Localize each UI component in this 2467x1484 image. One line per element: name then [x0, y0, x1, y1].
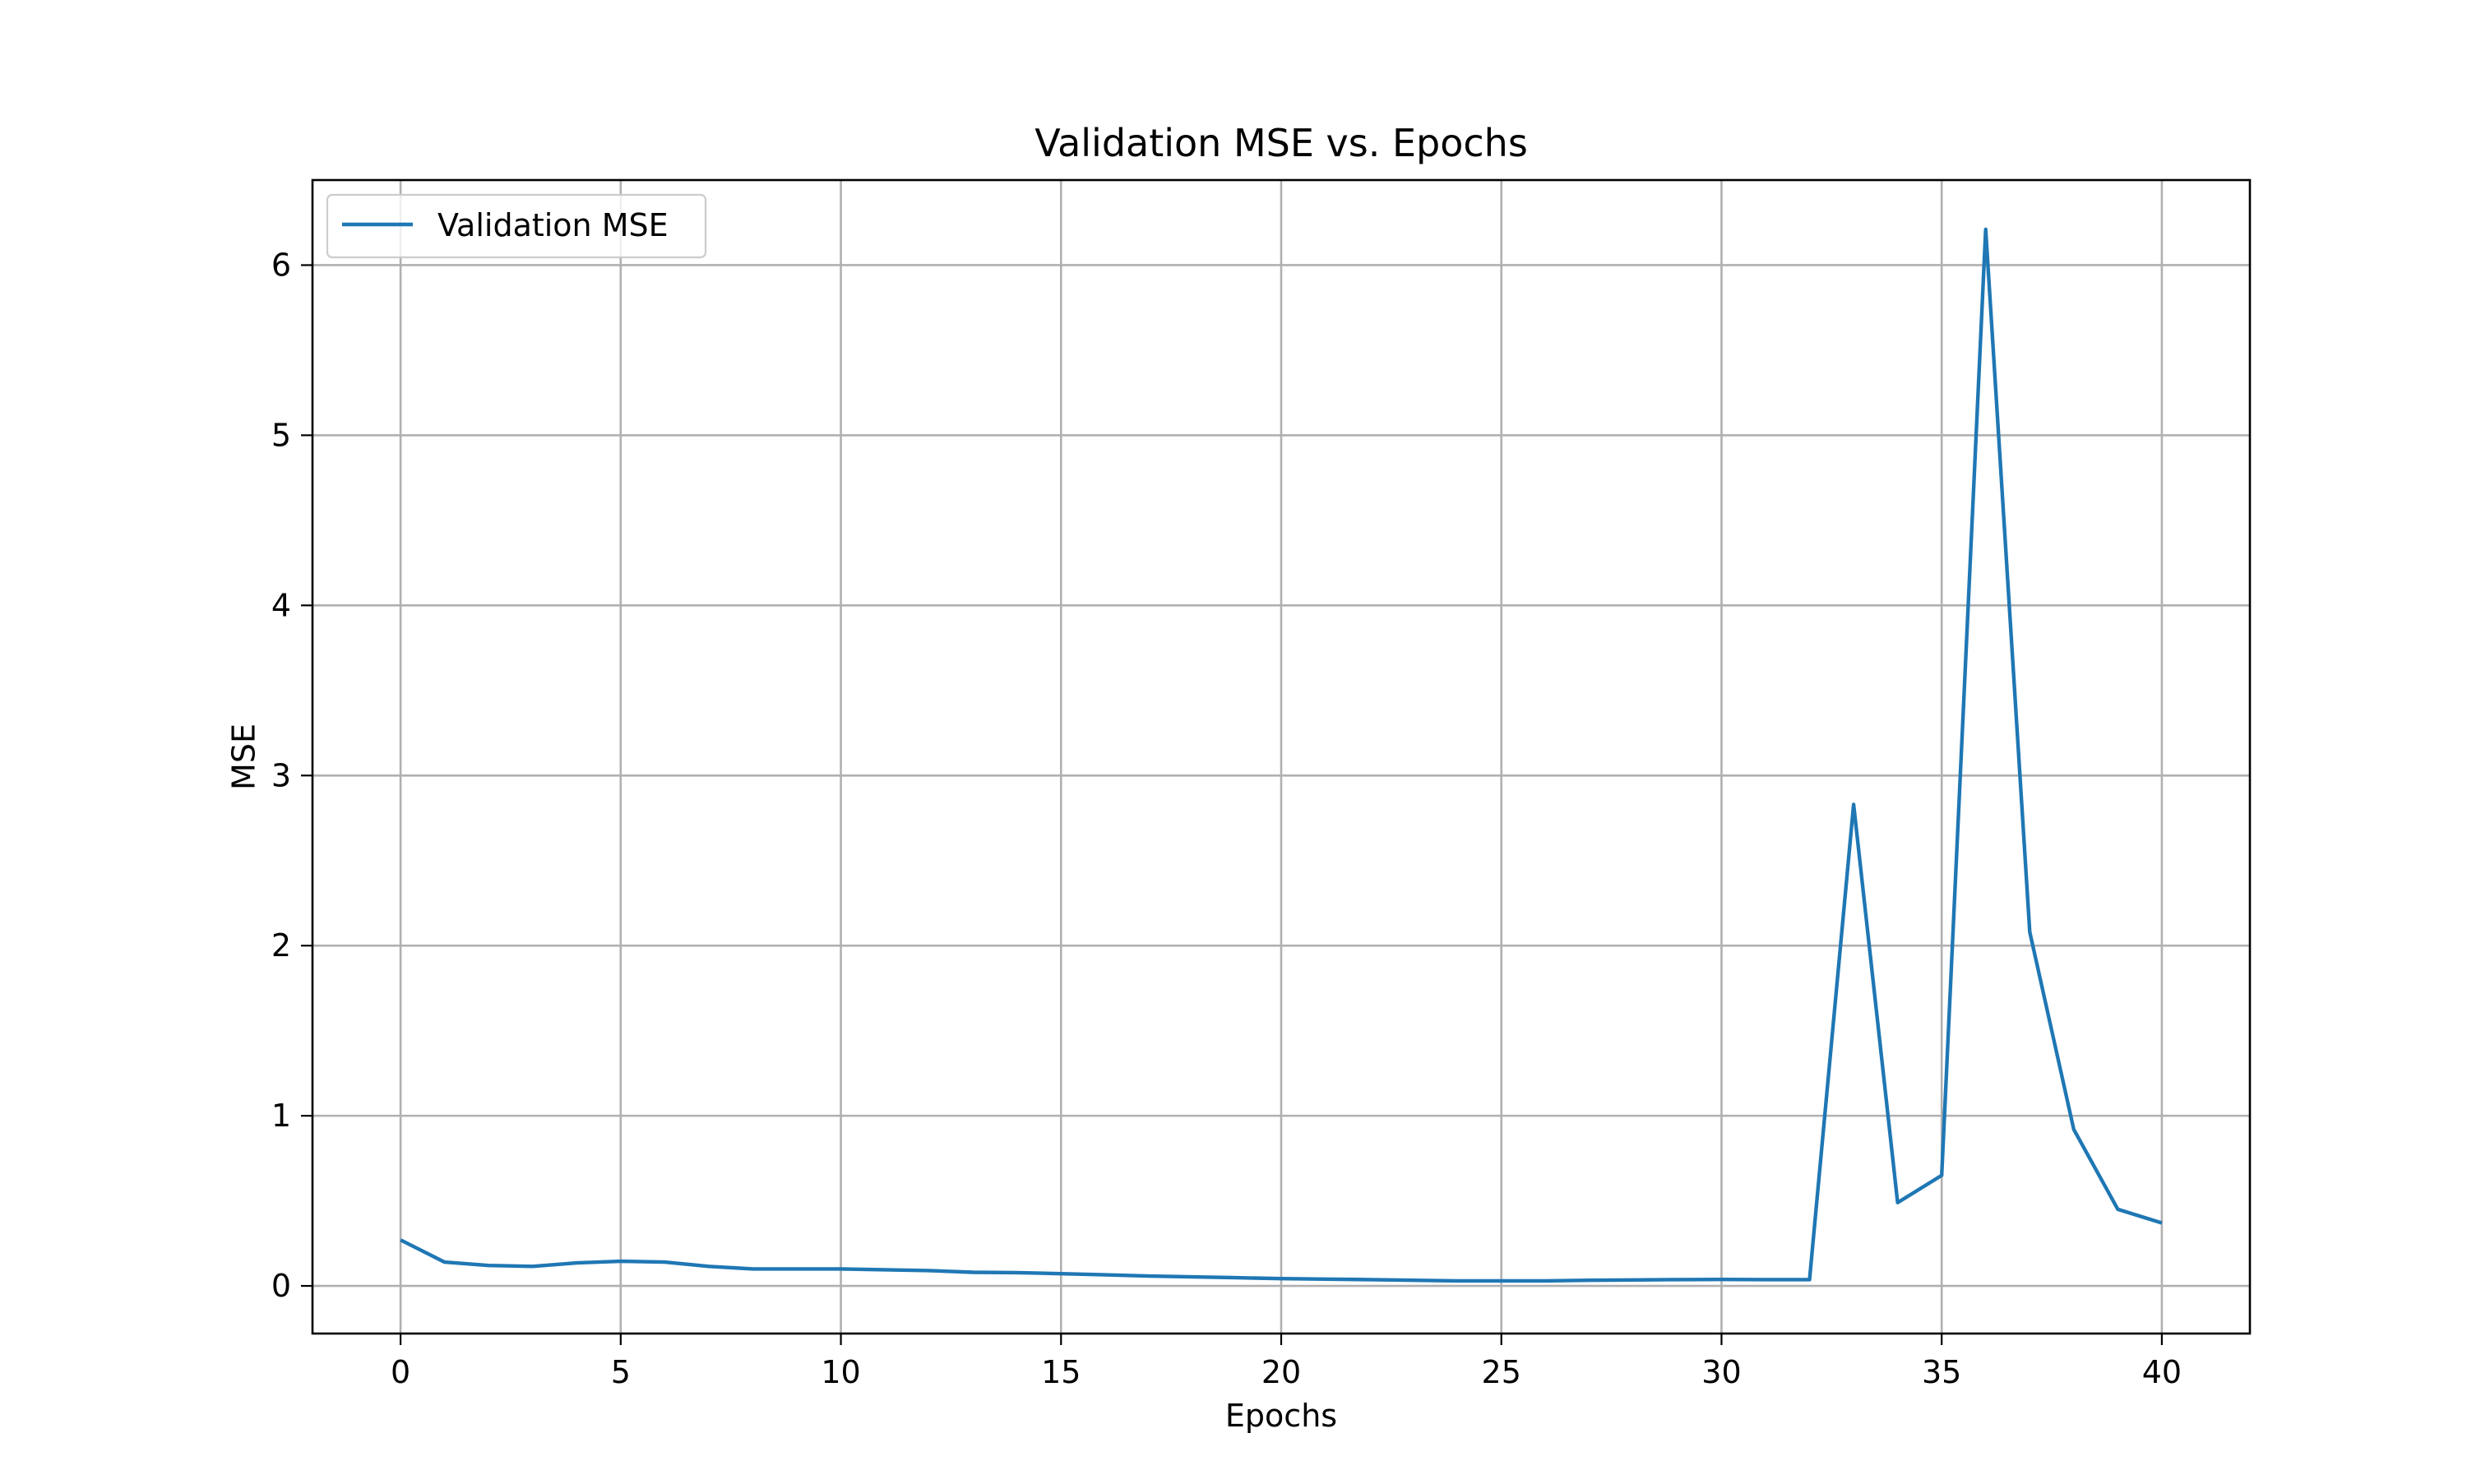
chart-title: Validation MSE vs. Epochs: [1034, 121, 1528, 165]
x-tick-label: 35: [1922, 1354, 1961, 1390]
grid: [312, 180, 2250, 1334]
x-tick-label: 15: [1041, 1354, 1081, 1390]
y-tick-label: 5: [271, 417, 291, 453]
legend: Validation MSE: [326, 193, 707, 259]
y-tick-label: 3: [271, 757, 291, 793]
series-line-validation-mse: [400, 227, 2163, 1283]
series-layer: [400, 227, 2163, 1283]
y-tick-label: 0: [271, 1268, 291, 1304]
x-tick-label: 5: [611, 1354, 631, 1390]
legend-box: [326, 193, 707, 259]
y-tick-label: 2: [271, 927, 291, 964]
x-tick-label: 10: [821, 1354, 860, 1390]
x-tick-label: 0: [391, 1354, 410, 1390]
y-tick-label: 6: [271, 247, 291, 283]
y-axis-label: MSE: [225, 724, 262, 790]
x-tick-label: 30: [1701, 1354, 1741, 1390]
y-tick-label: 4: [271, 587, 291, 623]
y-tick-label: 1: [271, 1098, 291, 1134]
x-tick-label: 20: [1261, 1354, 1301, 1390]
x-tick-label: 25: [1482, 1354, 1521, 1390]
x-axis-label: Epochs: [1225, 1398, 1337, 1434]
axis-ticks: 0 5 10 15 20 25 30 35 40 0 1 2 3 4 5 6: [271, 247, 2182, 1390]
x-tick-label: 40: [2142, 1354, 2182, 1390]
legend-label-validation-mse: Validation MSE: [437, 207, 669, 243]
